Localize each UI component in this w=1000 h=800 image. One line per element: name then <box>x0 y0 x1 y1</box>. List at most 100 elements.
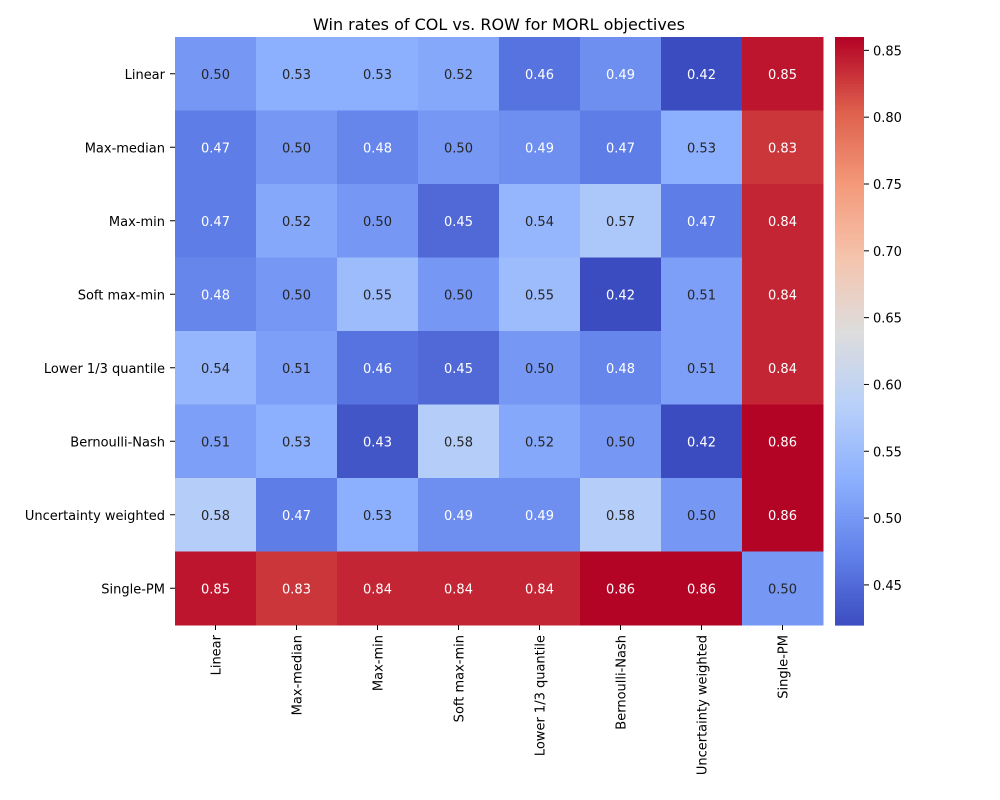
cell-value-label: 0.50 <box>606 435 635 450</box>
heatmap-cell <box>418 551 500 626</box>
cell-value-label: 0.47 <box>201 215 230 230</box>
heatmap-cell <box>175 404 257 479</box>
heatmap-cell <box>742 37 824 111</box>
colorbar-segment <box>835 210 864 214</box>
colorbar-tick-label: 0.70 <box>873 245 902 260</box>
colorbar-segment <box>835 610 864 614</box>
colorbar-segment <box>835 504 864 508</box>
colorbar-segment <box>835 54 864 59</box>
heatmap-cell <box>742 404 824 479</box>
heatmap-cell <box>580 110 662 185</box>
colorbar-segment <box>835 166 864 170</box>
heatmap-cell <box>499 404 581 479</box>
colorbar-segment <box>835 163 864 167</box>
colorbar-segment <box>835 92 864 97</box>
colorbar-tick-label: 0.55 <box>873 445 902 460</box>
colorbar-segment <box>835 72 864 76</box>
colorbar-segment <box>835 233 864 238</box>
colorbar-segment <box>835 478 864 482</box>
cell-value-label: 0.51 <box>687 288 716 303</box>
colorbar-segment <box>835 239 864 244</box>
colorbar-segment <box>835 363 864 367</box>
colorbar-segment <box>835 175 864 179</box>
colorbar-segment <box>835 186 864 191</box>
colorbar-segment <box>835 66 864 70</box>
colorbar-segment <box>835 604 864 608</box>
heatmap-cell <box>580 331 662 405</box>
colorbar-segment <box>835 207 864 212</box>
cell-value-label: 0.86 <box>768 509 797 524</box>
heatmap-cell <box>661 478 743 552</box>
heatmap-cell <box>661 404 743 479</box>
colorbar-segment <box>835 319 864 323</box>
colorbar-segment <box>835 469 864 473</box>
colorbar-segment <box>835 407 864 411</box>
colorbar-segment <box>835 569 864 573</box>
colorbar-segment <box>835 328 864 332</box>
x-axis-ticks: Linear Max-median Max-min Soft max-min Lower… <box>210 625 792 775</box>
colorbar-segment <box>835 275 864 279</box>
colorbar-segment <box>835 389 864 394</box>
cell-value-label: 0.84 <box>363 582 392 597</box>
cell-value-label: 0.49 <box>444 509 473 524</box>
colorbar-segment <box>835 157 864 162</box>
colorbar-segment <box>835 263 864 267</box>
heatmap-cell <box>661 37 743 111</box>
heatmap-cell <box>661 110 743 185</box>
colorbar-segment <box>835 272 864 276</box>
colorbar-segment <box>835 316 864 320</box>
cell-value-label: 0.49 <box>525 141 554 156</box>
cell-value-label: 0.48 <box>606 362 635 377</box>
colorbar-segment <box>835 307 864 312</box>
colorbar-segment <box>835 622 864 626</box>
cell-value-label: 0.51 <box>687 362 716 377</box>
colorbar-tick-label: 0.50 <box>873 512 902 527</box>
colorbar-segment <box>835 45 864 50</box>
heatmap-cell <box>256 551 338 626</box>
heatmap-cell <box>499 257 581 332</box>
colorbar-segment <box>835 607 864 611</box>
colorbar-segment <box>835 266 864 270</box>
y-tick-label: Bernoulli-Nash <box>70 435 165 450</box>
cell-value-label: 0.42 <box>687 435 716 450</box>
heatmap-cell <box>256 184 338 258</box>
x-tick-label: Soft max-min <box>453 635 468 722</box>
colorbar-segment <box>835 169 864 173</box>
colorbar-segment <box>835 254 864 259</box>
x-tick-label: Max-min <box>372 635 387 691</box>
cell-value-label: 0.53 <box>687 141 716 156</box>
colorbar-segment <box>835 486 864 491</box>
x-tick-label: Uncertainty weighted <box>696 635 711 775</box>
colorbar-segment <box>835 136 864 141</box>
colorbar-segment <box>835 131 864 135</box>
colorbar-segment <box>835 472 864 476</box>
colorbar-segment <box>835 404 864 409</box>
colorbar-segment <box>835 86 864 91</box>
colorbar-segment <box>835 483 864 488</box>
cell-value-label: 0.48 <box>201 288 230 303</box>
colorbar-segment <box>835 42 864 47</box>
heatmap-cell <box>418 184 500 258</box>
colorbar-segment <box>835 466 864 470</box>
cell-value-label: 0.55 <box>525 288 554 303</box>
cell-value-label: 0.58 <box>444 435 473 450</box>
cell-value-label: 0.84 <box>444 582 473 597</box>
colorbar-segment <box>835 425 864 429</box>
heatmap-cell <box>256 37 338 111</box>
cell-value-label: 0.58 <box>201 509 230 524</box>
heatmap-cell <box>661 257 743 332</box>
colorbar-segment <box>835 448 864 453</box>
heatmap-cell <box>580 551 662 626</box>
heatmap-cell <box>175 551 257 626</box>
colorbar-segment <box>835 172 864 176</box>
colorbar-tick-label: 0.60 <box>873 378 902 393</box>
heatmap-cell-labels: 0.50 0.53 0.53 0.52 0.46 0.49 0.42 0.85 0.47 0.50… <box>201 68 797 598</box>
cell-value-label: 0.50 <box>282 141 311 156</box>
cell-value-label: 0.83 <box>768 141 797 156</box>
colorbar-segment <box>835 419 864 423</box>
y-tick-label: Max-min <box>109 215 165 230</box>
colorbar-segment <box>835 116 864 120</box>
x-tick-label: Bernoulli-Nash <box>615 635 630 730</box>
cell-value-label: 0.58 <box>606 509 635 524</box>
colorbar-segment <box>835 557 864 561</box>
